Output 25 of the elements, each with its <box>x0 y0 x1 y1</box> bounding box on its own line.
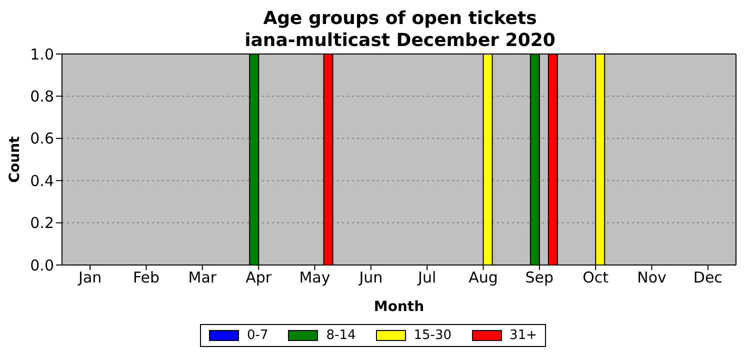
x-tick-label: Dec <box>693 268 722 287</box>
y-tick-label: 0.6 <box>30 130 54 148</box>
x-tick-label: Sep <box>525 268 554 287</box>
x-tick-label: Oct <box>582 268 609 287</box>
x-tick-label: Jan <box>78 268 102 287</box>
x-tick-label: Apr <box>246 268 272 287</box>
x-tick-label: Mar <box>188 268 218 287</box>
x-tick-label: Jul <box>417 268 436 287</box>
x-tick-label: May <box>299 268 330 287</box>
y-tick-label: 0.4 <box>30 172 54 190</box>
x-tick-label: Nov <box>637 268 667 287</box>
legend-label: 8-14 <box>326 328 356 343</box>
x-tick-label: Aug <box>468 268 498 287</box>
legend-label: 0-7 <box>247 328 268 343</box>
chart-title: Age groups of open tickets iana-multicast December 2020 <box>244 8 556 51</box>
legend-label: 31+ <box>510 328 537 343</box>
x-tick-label: Feb <box>132 268 160 287</box>
y-axis-title: Count <box>6 136 23 183</box>
x-axis-title: Month <box>374 299 424 315</box>
y-tick-label: 1.0 <box>30 45 54 64</box>
y-tick-label: 0.0 <box>30 256 54 274</box>
y-tick-label: 0.2 <box>30 214 54 232</box>
legend-label: 15-30 <box>414 328 452 343</box>
y-tick-label: 0.8 <box>30 88 54 106</box>
x-tick-label: Jun <box>358 268 383 287</box>
